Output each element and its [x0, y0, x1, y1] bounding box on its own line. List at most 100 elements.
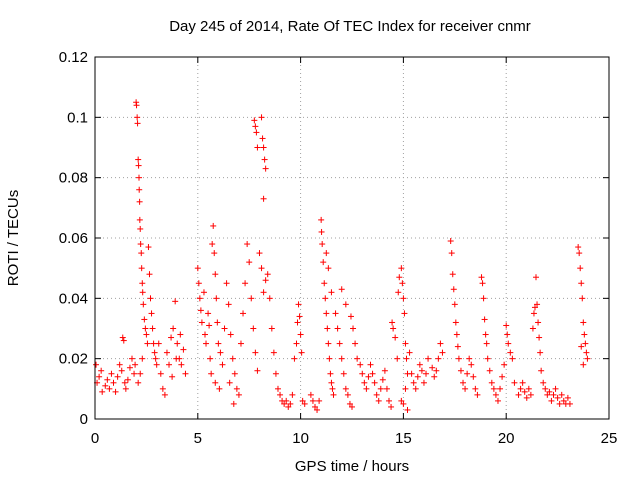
data-point: [578, 280, 585, 287]
data-point: [344, 391, 351, 398]
data-point: [146, 271, 153, 278]
data-point: [394, 355, 401, 362]
data-point: [99, 388, 106, 395]
data-point: [330, 391, 337, 398]
data-point: [135, 162, 142, 169]
data-point: [225, 301, 232, 308]
y-tick-label: 0.12: [59, 49, 88, 66]
data-point: [161, 391, 168, 398]
data-point: [261, 156, 268, 163]
data-point: [347, 313, 354, 320]
data-point: [152, 355, 159, 362]
data-point: [134, 120, 141, 127]
data-point: [212, 379, 219, 386]
data-point: [157, 370, 164, 377]
data-point: [102, 382, 109, 389]
data-point: [163, 349, 170, 356]
data-point: [499, 373, 506, 380]
data-point: [338, 286, 345, 293]
data-point: [519, 379, 526, 386]
data-point: [301, 400, 308, 407]
data-point: [136, 216, 143, 223]
data-point: [580, 319, 587, 326]
y-tick-label: 0.02: [59, 351, 88, 368]
data-point: [250, 325, 257, 332]
data-point: [533, 274, 540, 281]
data-point: [137, 241, 144, 248]
data-point: [145, 244, 152, 251]
data-point: [311, 403, 318, 410]
data-point: [527, 391, 534, 398]
data-point: [299, 397, 306, 404]
data-point: [270, 349, 277, 356]
data-point: [410, 379, 417, 386]
data-point: [340, 370, 347, 377]
data-point: [480, 295, 487, 302]
chart-title: Day 245 of 2014, Rate Of TEC Index for r…: [169, 18, 531, 35]
data-point: [252, 349, 259, 356]
data-point: [318, 228, 325, 235]
data-point: [398, 265, 405, 272]
data-point: [254, 367, 261, 374]
data-point: [529, 325, 536, 332]
data-point: [295, 301, 302, 308]
data-point: [283, 397, 290, 404]
data-point: [472, 385, 479, 392]
data-point: [433, 367, 440, 374]
data-point: [298, 349, 305, 356]
data-point: [240, 310, 247, 317]
data-point: [135, 156, 142, 163]
data-point: [322, 295, 329, 302]
data-point: [197, 307, 204, 314]
data-point: [530, 310, 537, 317]
data-point: [217, 349, 224, 356]
data-point: [136, 198, 143, 205]
data-point: [166, 361, 173, 368]
data-point: [325, 340, 332, 347]
data-point: [392, 334, 399, 341]
data-point: [260, 289, 267, 296]
data-point: [323, 310, 330, 317]
data-point: [230, 400, 237, 407]
data-point: [408, 370, 415, 377]
data-point: [531, 304, 538, 311]
data-point: [281, 400, 288, 407]
data-point: [402, 340, 409, 347]
data-point: [144, 340, 151, 347]
data-point: [548, 397, 555, 404]
data-point: [237, 340, 244, 347]
data-point: [334, 325, 341, 332]
data-point: [168, 334, 175, 341]
data-point: [252, 123, 259, 130]
data-point: [437, 340, 444, 347]
data-point: [248, 295, 255, 302]
data-point: [114, 373, 121, 380]
data-point: [170, 325, 177, 332]
data-point: [361, 379, 368, 386]
x-tick-label: 25: [601, 430, 618, 447]
data-point: [134, 114, 141, 121]
data-point: [352, 340, 359, 347]
data-point: [560, 397, 567, 404]
data-point: [470, 373, 477, 380]
data-point: [211, 250, 218, 257]
data-point: [205, 310, 212, 317]
data-point: [386, 397, 393, 404]
data-point: [195, 280, 202, 287]
data-point: [425, 355, 432, 362]
data-point: [558, 391, 565, 398]
data-point: [216, 385, 223, 392]
data-point: [268, 325, 275, 332]
data-point: [579, 295, 586, 302]
data-point: [131, 370, 138, 377]
data-point: [540, 379, 547, 386]
data-point: [285, 403, 292, 410]
y-axis-label: ROTI / TECUs: [5, 190, 22, 286]
data-point: [396, 274, 403, 281]
data-point: [418, 367, 425, 374]
x-axis-label: GPS time / hours: [295, 458, 409, 475]
x-tick-label: 15: [395, 430, 412, 447]
data-point: [229, 355, 236, 362]
data-point: [564, 394, 571, 401]
